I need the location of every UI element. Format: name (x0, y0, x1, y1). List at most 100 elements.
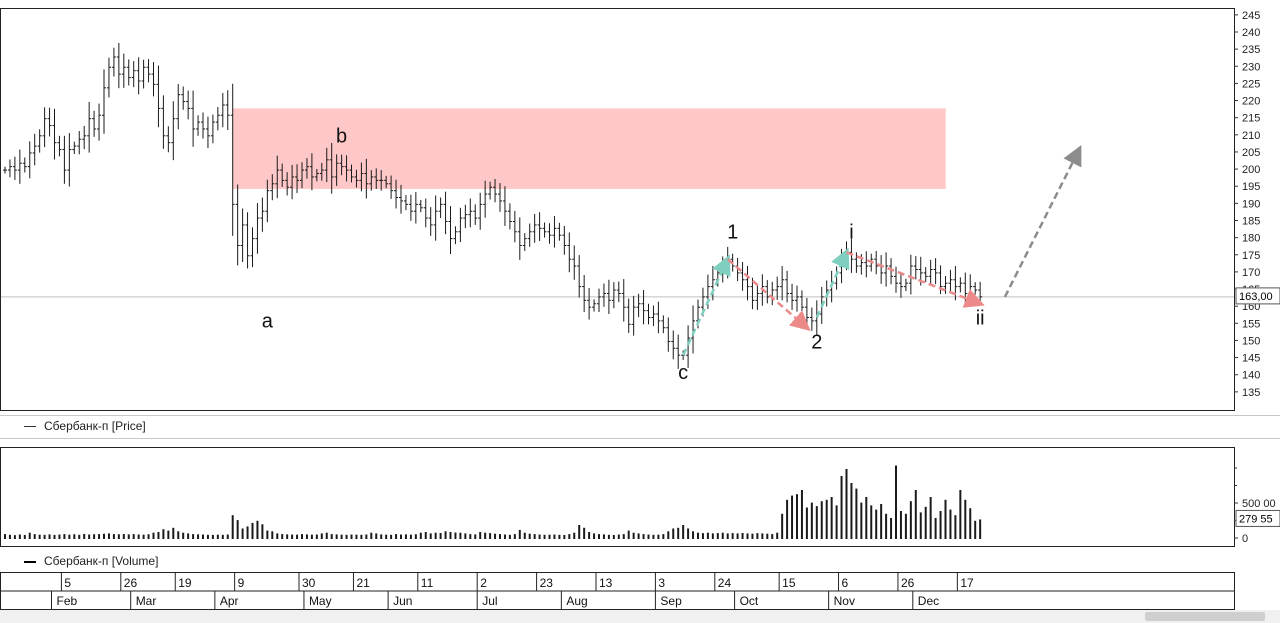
price-bar (661, 315, 666, 334)
month-label: Sep (660, 594, 682, 608)
price-bar (97, 103, 102, 141)
volume-legend: Сбербанк-п [Volume] (24, 554, 158, 568)
price-bar (205, 116, 210, 149)
price-tick-label: 150 (1242, 335, 1260, 347)
month-label: Apr (220, 594, 239, 608)
price-bar (57, 135, 62, 157)
price-bar (265, 179, 270, 223)
price-bar (111, 47, 116, 77)
price-bar (542, 222, 547, 238)
price-bar (146, 59, 151, 83)
price-bar (359, 162, 364, 192)
day-label: 2 (480, 576, 487, 590)
wave-arrow (1003, 145, 1082, 298)
volume-chart (4, 465, 982, 539)
price-bar (799, 290, 804, 314)
price-bar (260, 197, 265, 232)
price-bar (903, 278, 908, 292)
wave-label: c (678, 362, 688, 384)
price-bar (166, 126, 171, 153)
price-bar (255, 202, 260, 254)
price-bar (547, 223, 552, 244)
price-tick-label: 180 (1242, 233, 1260, 245)
month-label: Nov (834, 594, 855, 608)
day-label: 19 (178, 576, 192, 590)
legend-separator (0, 438, 1280, 439)
price-bar (334, 154, 339, 186)
price-bar (874, 250, 879, 275)
price-tick-label: 155 (1242, 318, 1260, 330)
month-label: Feb (57, 594, 78, 608)
price-bar (47, 107, 52, 137)
price-bar (131, 61, 136, 88)
price-tick-label: 215 (1242, 113, 1260, 125)
price-chart-panel[interactable]: a b c 1 2 i ii (0, 8, 1235, 411)
price-tick-label: 220 (1242, 96, 1260, 108)
day-label: 6 (842, 576, 849, 590)
price-bar (923, 267, 928, 283)
price-bar (171, 101, 176, 161)
price-bar (77, 131, 82, 155)
price-bar (517, 217, 522, 260)
price-bar (804, 297, 809, 327)
price-bar (349, 164, 354, 183)
price-axis: 1351401451501551601651701751801851901952… (1234, 8, 1280, 409)
volume-chart-panel[interactable] (0, 447, 1235, 547)
price-bar (27, 141, 32, 179)
price-bar (527, 223, 532, 247)
legend-line-icon (24, 560, 36, 563)
price-bar (285, 172, 290, 196)
price-bar (849, 238, 854, 273)
wave-label: a (262, 311, 274, 333)
resistance-zone (232, 108, 946, 189)
price-bar (141, 59, 146, 89)
price-bar (943, 275, 948, 294)
month-label: Jun (393, 594, 412, 608)
price-bar (928, 259, 933, 286)
month-label: May (309, 594, 332, 608)
day-label: 30 (302, 576, 316, 590)
price-bar (933, 258, 938, 285)
month-label: Aug (566, 594, 587, 608)
price-bar (755, 283, 760, 310)
wave-arrow (726, 258, 811, 332)
price-bar (691, 305, 696, 354)
price-bar (42, 107, 47, 148)
price-bar (651, 305, 656, 327)
price-bar (22, 157, 27, 173)
price-bar (809, 307, 814, 331)
price-tick-label: 190 (1242, 198, 1260, 210)
price-bar (458, 207, 463, 243)
price-bar (577, 255, 582, 298)
price-bar (413, 192, 418, 224)
price-bar (156, 65, 161, 128)
day-label: 26 (124, 576, 138, 590)
price-bar (636, 293, 641, 318)
legend-line-icon (24, 426, 36, 428)
price-bar (572, 245, 577, 280)
price-bar (176, 84, 181, 130)
day-label: 11 (421, 576, 434, 590)
price-bar (220, 92, 225, 128)
price-tick-label: 140 (1242, 370, 1260, 382)
price-bar (319, 162, 324, 181)
horizontal-scrollbar[interactable] (0, 610, 1280, 623)
price-bar (186, 90, 191, 120)
price-bar (240, 208, 245, 262)
month-label: Oct (740, 594, 759, 608)
price-bar (280, 163, 285, 187)
price-bar (121, 53, 126, 88)
price-bar (790, 283, 795, 310)
price-tick-label: 230 (1242, 61, 1260, 73)
time-axis: 5 26 19 9 30 21 11 2 23 13 3 24 15 6 26 17 Feb Mar Apr May J… (0, 572, 1235, 610)
price-bar (339, 154, 344, 176)
price-bar (948, 269, 953, 294)
price-bar (270, 174, 275, 201)
price-tick-label: 170 (1242, 267, 1260, 279)
time-axis-labels: 5 26 19 9 30 21 11 2 23 13 3 24 15 6 26 17 Feb Mar Apr May J… (1, 573, 1234, 609)
price-bar (433, 195, 438, 241)
price-bar (616, 281, 621, 303)
price-bar (215, 107, 220, 131)
price-bar (552, 216, 557, 248)
scrollbar-thumb[interactable] (1145, 612, 1265, 621)
